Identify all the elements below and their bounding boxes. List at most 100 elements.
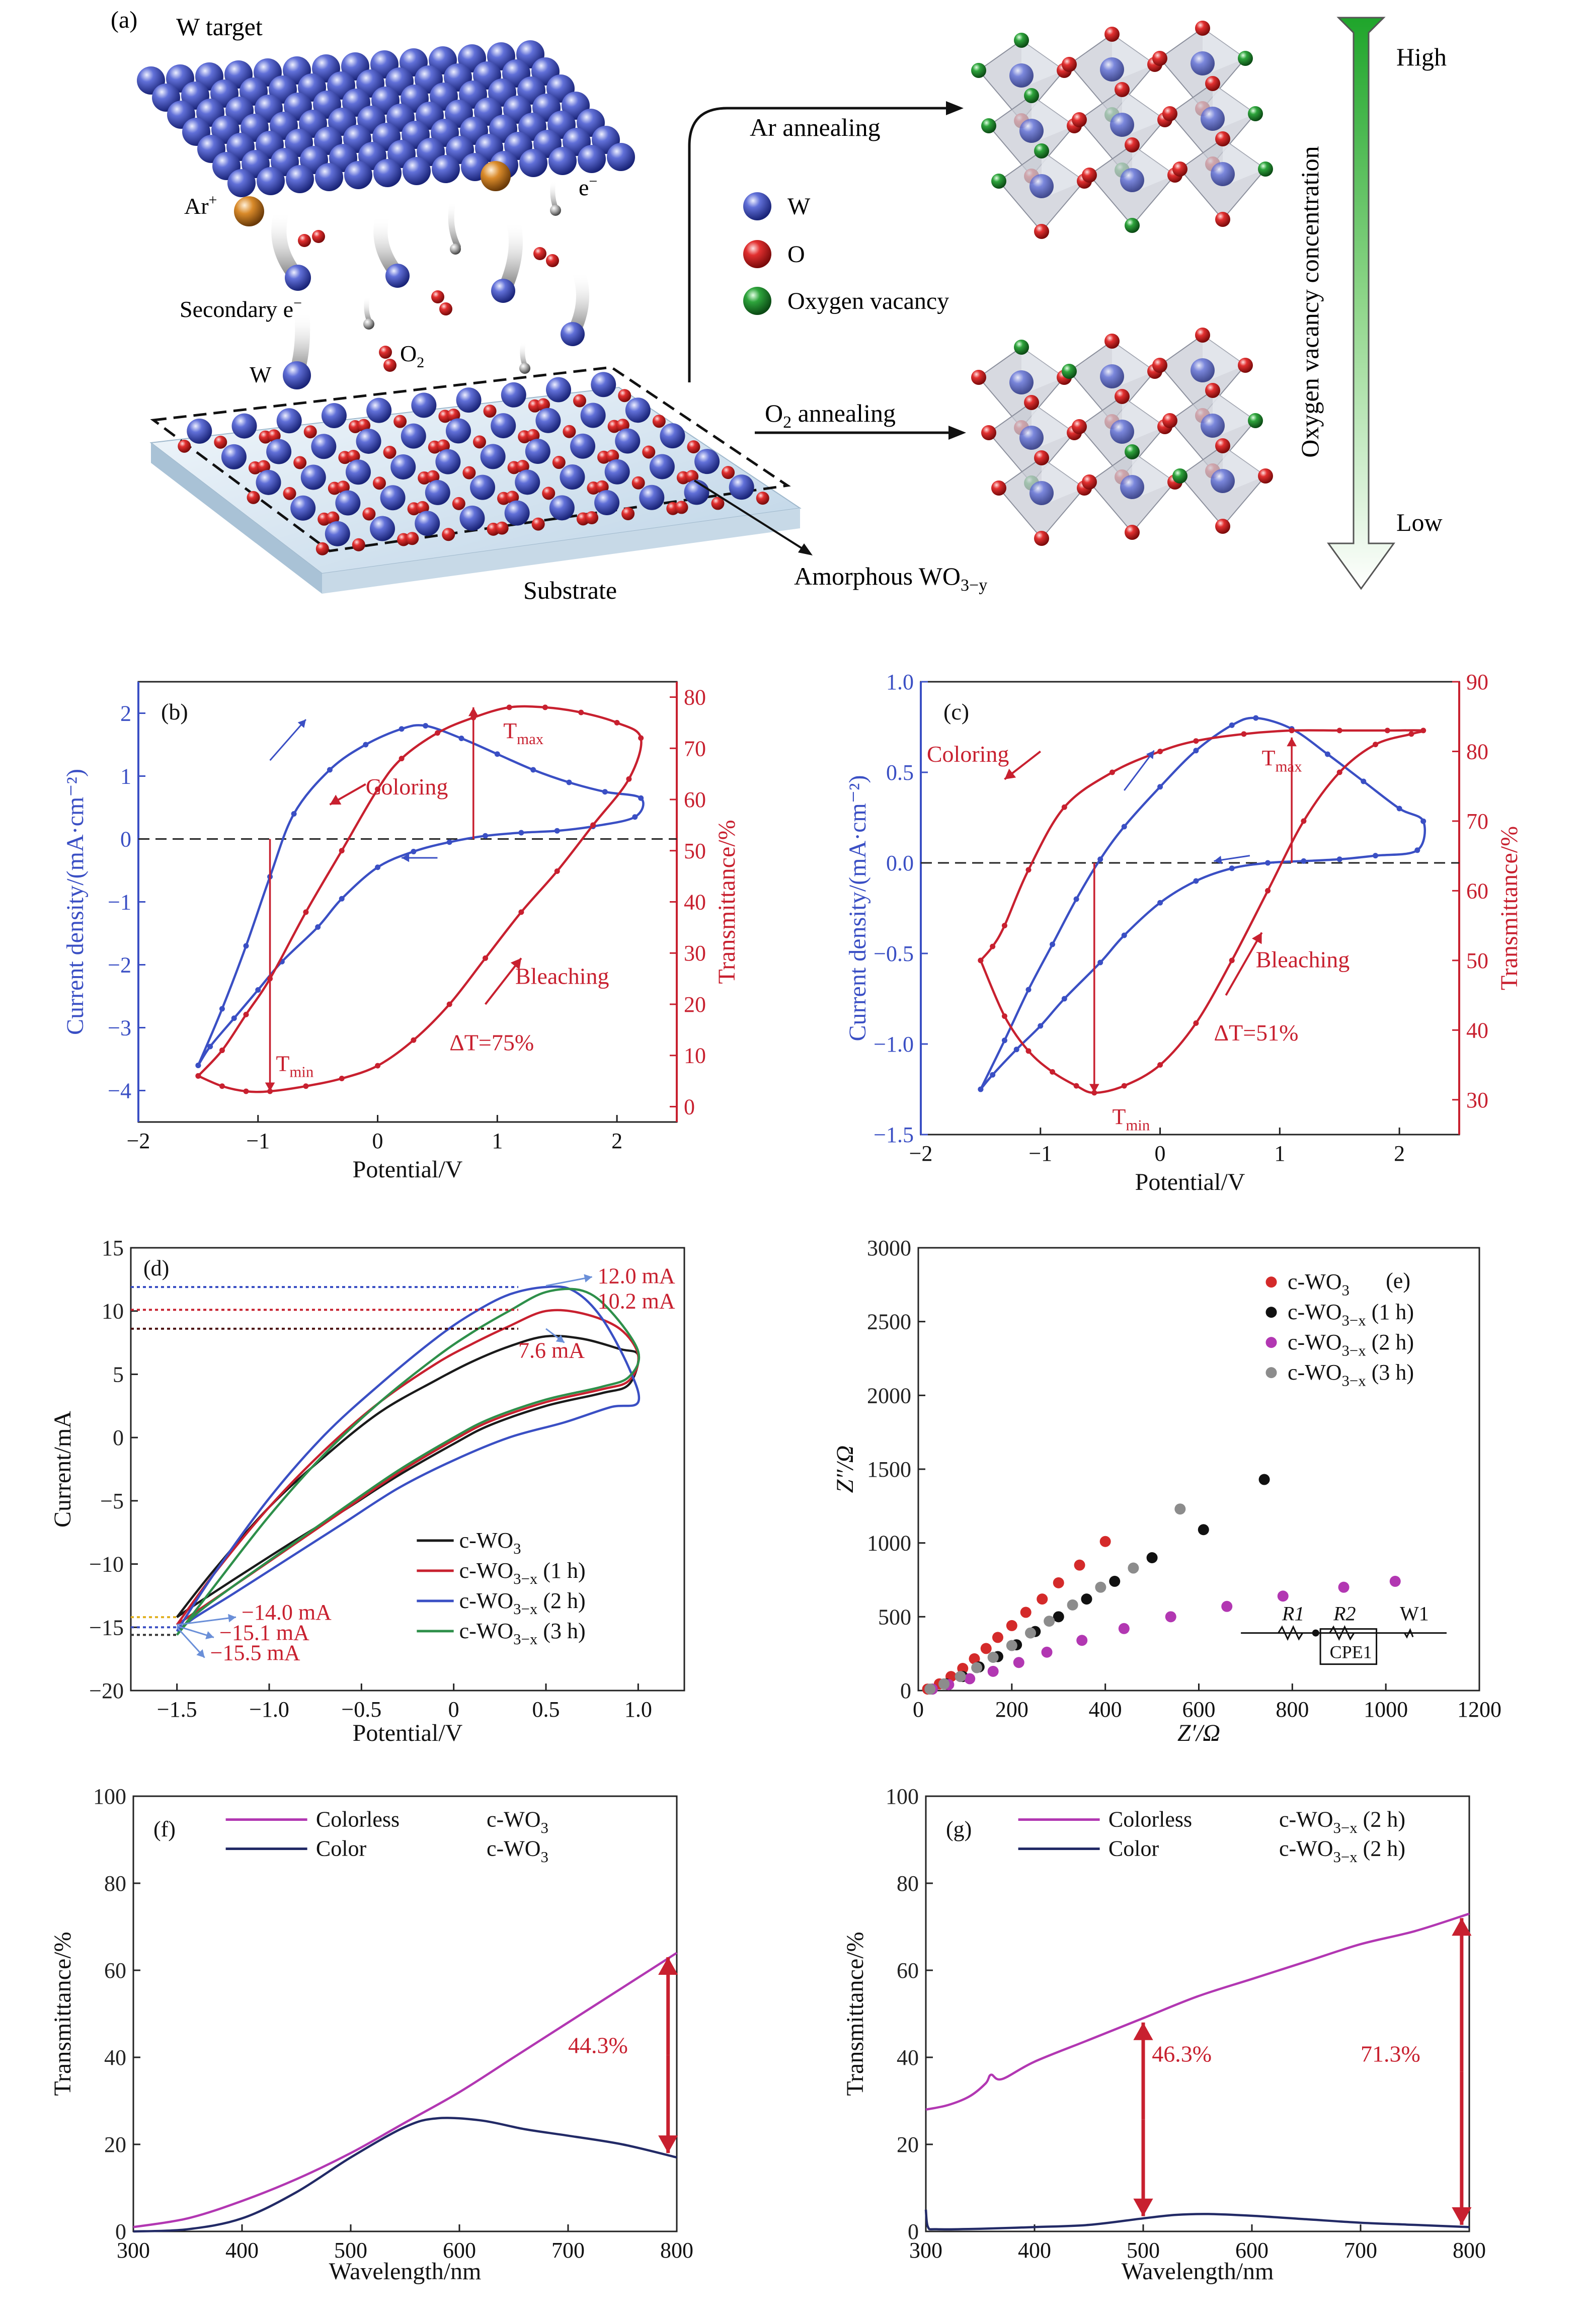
delta-arrow-2-up-head [1452,1918,1472,1936]
series-1-point [1109,769,1115,775]
x-tick-label: 200 [995,1697,1028,1722]
crystal-vacancy [991,174,1006,189]
film-w-atom [380,485,406,511]
sputter-particles [234,161,585,389]
series-1-point [375,1063,381,1069]
series-1-point [1025,867,1032,873]
crystal-vacancy [1125,218,1140,233]
crystal-w-atom [1211,162,1235,186]
series-0-point [1229,722,1235,728]
y-left-tick-label: 2 [120,701,131,726]
film-o-atom [552,456,566,469]
series-1-point [1121,1083,1127,1089]
series-0-point [1324,751,1330,757]
film-w-atom [549,495,575,521]
high-label: High [1396,43,1447,71]
series-1-point [267,1088,273,1094]
panel-tag: (d) [143,1256,169,1280]
series-2-point [1013,1657,1024,1668]
y-right-axis-label: Transmittance/% [1496,826,1523,990]
series-1-line [924,2209,1470,2231]
crystal-o-atom [1034,450,1049,465]
delta-arrow-up-head [658,1957,678,1975]
series-1-line [197,705,643,1093]
delta-label-2: 71.3% [1361,2041,1420,2067]
legend-label-0: c-WO3 [1288,1269,1350,1299]
film-o-atom [178,439,191,453]
series-1-point [1050,1069,1056,1075]
film-w-atom [300,464,326,490]
series-0-point [423,723,429,729]
crystal-w-atom [1100,57,1124,82]
legend-sample-1: c-WO3−x (2 h) [1279,1836,1405,1866]
panel-tag: (e) [1386,1268,1410,1293]
target-atom [373,159,402,187]
schematic-panel: (a) W target Ar+ e− Secondary e− W O2 [0,0,1585,629]
y-tick-label: 5 [113,1362,124,1387]
circuit-node [1312,1629,1319,1637]
target-atom [286,165,314,193]
series-1-point [399,756,405,762]
film-w-atom [515,469,540,495]
y-right-axis-label: Transmittance/% [714,820,740,984]
series-0-point [494,751,500,757]
coloring-label: Coloring [366,774,448,799]
crystal-o-atom [1205,76,1220,91]
crystal-ar-annealed [971,21,1273,239]
y-right-tick-label: 70 [1466,809,1488,834]
film-o-atom [393,415,407,428]
series-1-point [1193,1020,1199,1026]
series-0-point [339,896,345,902]
series-0-point [315,924,321,930]
y-tick-label: 1500 [867,1457,911,1482]
series-1-point [1229,957,1235,964]
circuit-cpe-loop [1319,1628,1378,1665]
panel-tag: (b) [161,699,188,725]
target-atom [257,167,285,195]
panel-tag: (f) [153,1817,176,1841]
legend-marker-0 [1265,1276,1277,1288]
y-left-tick-label: −1.5 [874,1123,914,1147]
bot-arrow-1-head [228,1614,236,1623]
series-1-point [1061,804,1067,810]
series-0-point [1099,1536,1111,1547]
film-w-atom [356,428,381,454]
x-tick-label: 600 [1182,1697,1216,1722]
circuit-r2 [1329,1625,1355,1641]
target-atom [519,149,547,177]
series-1-point [1408,731,1414,737]
series-2-point [987,1665,999,1677]
crystal-vacancy [1014,340,1029,355]
tmax-arrow-head [1287,737,1297,747]
series-1-point [506,704,512,710]
crystal-o-atom [1162,106,1177,121]
series-0-point [1193,878,1199,884]
chart-g-svg: 300 400 500 600 700 800 0 20 40 60 80 100 Colorless c… [842,1784,1486,2285]
series-1-point [1420,728,1426,734]
legend-label-3: c-WO3−x (3 h) [459,1619,586,1648]
film-w-atom [560,464,585,490]
series-2-point [1277,1590,1289,1602]
current-direction-1 [269,719,307,761]
crystal-o-atom [1172,162,1187,177]
series-0-point [375,864,381,870]
crystal-o-atom [1205,383,1220,398]
bot-arrow-3-head [196,1649,205,1658]
current-direction-1-head [297,719,306,728]
series-0-point [1193,748,1199,754]
film-o-atom [573,394,586,408]
series-2-point [1041,1646,1053,1658]
target-atom [548,147,577,175]
film-o-atom [362,507,376,521]
plot-frame [137,681,678,1123]
y-left-tick-label: −1 [108,890,131,915]
y-tick-label: 2500 [867,1310,911,1334]
series-0-point [1053,1577,1064,1588]
x-axis-label: Potential/V [1135,1169,1245,1195]
y-right-tick-label: 30 [684,941,706,966]
series-3-point [1044,1616,1055,1627]
series-1-point [1157,1062,1163,1068]
series-1-point [554,868,560,874]
y-right-tick-label: 50 [1466,948,1488,973]
film-w-atom [290,495,316,521]
